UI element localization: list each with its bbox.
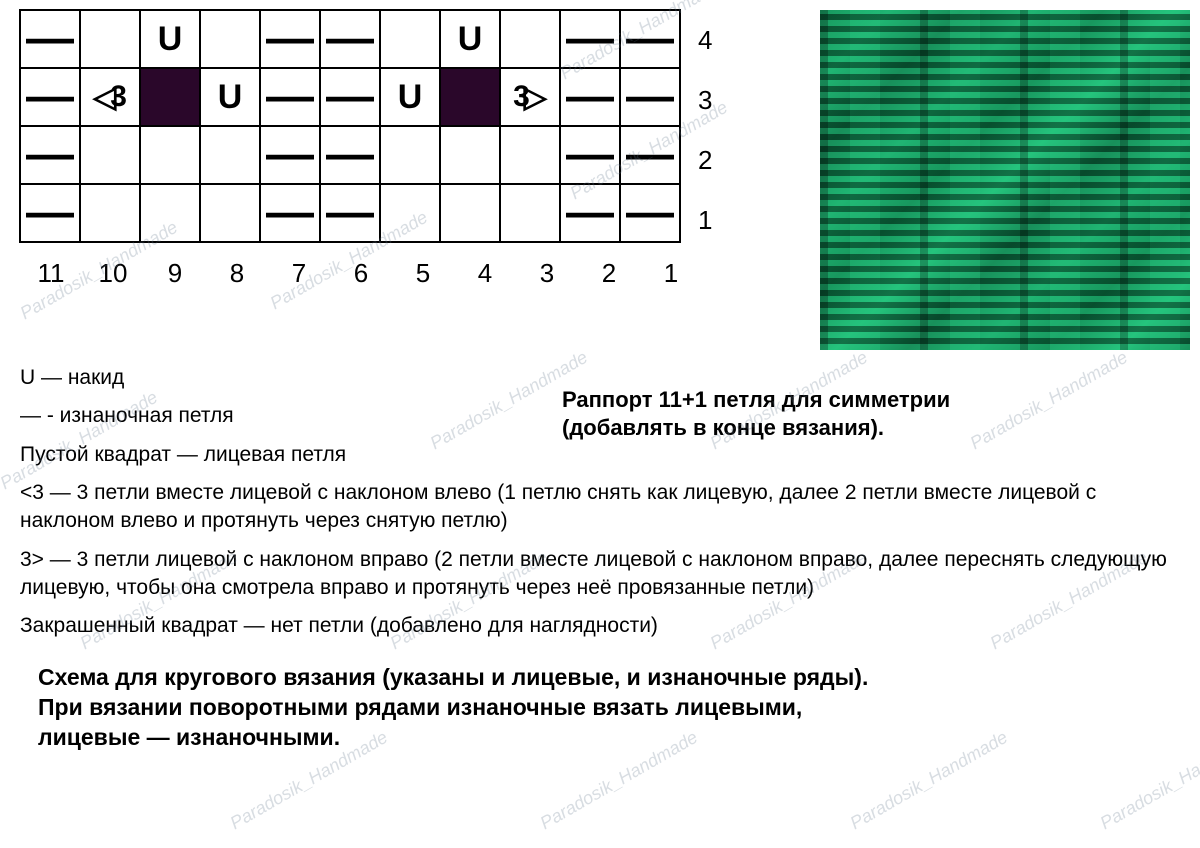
chart-cell: — (619, 125, 681, 185)
col-label: 8 (206, 258, 268, 289)
chart-row: ————— (20, 184, 680, 242)
chart-cell: — (319, 67, 381, 127)
chart-cell (79, 125, 141, 185)
rapport-note: Раппорт 11+1 петля для симметрии (добавл… (562, 386, 950, 441)
chart-cell: — (19, 125, 81, 185)
chart-cell: — (559, 67, 621, 127)
rapport-line2: (добавлять в конце вязания). (562, 414, 950, 442)
chart-cell: ◁3 (79, 67, 141, 127)
chart-cell (139, 125, 201, 185)
chart-cell: — (559, 125, 621, 185)
chart-cell (199, 183, 261, 243)
chart-cell (139, 67, 201, 127)
row-label: 1 (698, 190, 712, 250)
chart-cell: — (619, 9, 681, 69)
chart-cell: — (559, 183, 621, 243)
col-label: 11 (20, 258, 82, 289)
chart-cell (199, 125, 261, 185)
chart-cell (499, 9, 561, 69)
chart-row: —U——U—— (20, 10, 680, 68)
chart-cell (199, 9, 261, 69)
chart-cell (139, 183, 201, 243)
knitting-chart: —U——U———◁3U——U3▷———————————— 4321 111098… (20, 10, 800, 350)
col-label: 9 (144, 258, 206, 289)
chart-cell: — (619, 183, 681, 243)
chart-cell: 3▷ (499, 67, 561, 127)
chart-row: —◁3U——U3▷—— (20, 68, 680, 126)
col-label: 10 (82, 258, 144, 289)
chart-cell (439, 183, 501, 243)
bottom-note: Схема для кругового вязания (указаны и л… (20, 663, 1180, 753)
chart-cell: — (319, 9, 381, 69)
row-label: 2 (698, 130, 712, 190)
chart-cell (379, 125, 441, 185)
row-label: 4 (698, 10, 712, 70)
legend-empty: Пустой квадрат — лицевая петля (20, 441, 1180, 469)
chart-cell: — (619, 67, 681, 127)
chart-cell: — (19, 9, 81, 69)
col-label: 7 (268, 258, 330, 289)
bottom-line1: Схема для кругового вязания (указаны и л… (38, 663, 1180, 693)
col-label: 1 (640, 258, 702, 289)
legend-filled: Закрашенный квадрат — нет петли (добавле… (20, 612, 1180, 640)
chart-cell: — (559, 9, 621, 69)
col-label: 5 (392, 258, 454, 289)
legend-right3: 3> — 3 петли лицевой с наклоном вправо (… (20, 546, 1180, 603)
chart-cell: U (439, 9, 501, 69)
chart-cell (79, 9, 141, 69)
chart-cell: U (199, 67, 261, 127)
chart-cell (439, 125, 501, 185)
bottom-line2: При вязании поворотными рядами изнаночны… (38, 693, 1180, 723)
col-label: 3 (516, 258, 578, 289)
chart-cell (79, 183, 141, 243)
row-label: 3 (698, 70, 712, 130)
col-label: 4 (454, 258, 516, 289)
knit-sample-photo (820, 10, 1190, 350)
chart-cell (499, 125, 561, 185)
chart-cell: — (259, 125, 321, 185)
legend-left3: <3 — 3 петли вместе лицевой с наклоном в… (20, 479, 1180, 536)
chart-row: ————— (20, 126, 680, 184)
chart-cell: U (139, 9, 201, 69)
chart-cell: — (259, 9, 321, 69)
chart-cell (439, 67, 501, 127)
chart-cell: — (259, 183, 321, 243)
chart-cell (499, 183, 561, 243)
chart-cell: — (319, 183, 381, 243)
chart-cell: — (19, 183, 81, 243)
chart-cell: — (19, 67, 81, 127)
bottom-line3: лицевые — изнаночными. (38, 723, 1180, 753)
chart-cell: — (319, 125, 381, 185)
rapport-line1: Раппорт 11+1 петля для симметрии (562, 386, 950, 414)
col-label: 6 (330, 258, 392, 289)
chart-cell (379, 9, 441, 69)
chart-cell (379, 183, 441, 243)
chart-cell: U (379, 67, 441, 127)
chart-cell: — (259, 67, 321, 127)
col-label: 2 (578, 258, 640, 289)
